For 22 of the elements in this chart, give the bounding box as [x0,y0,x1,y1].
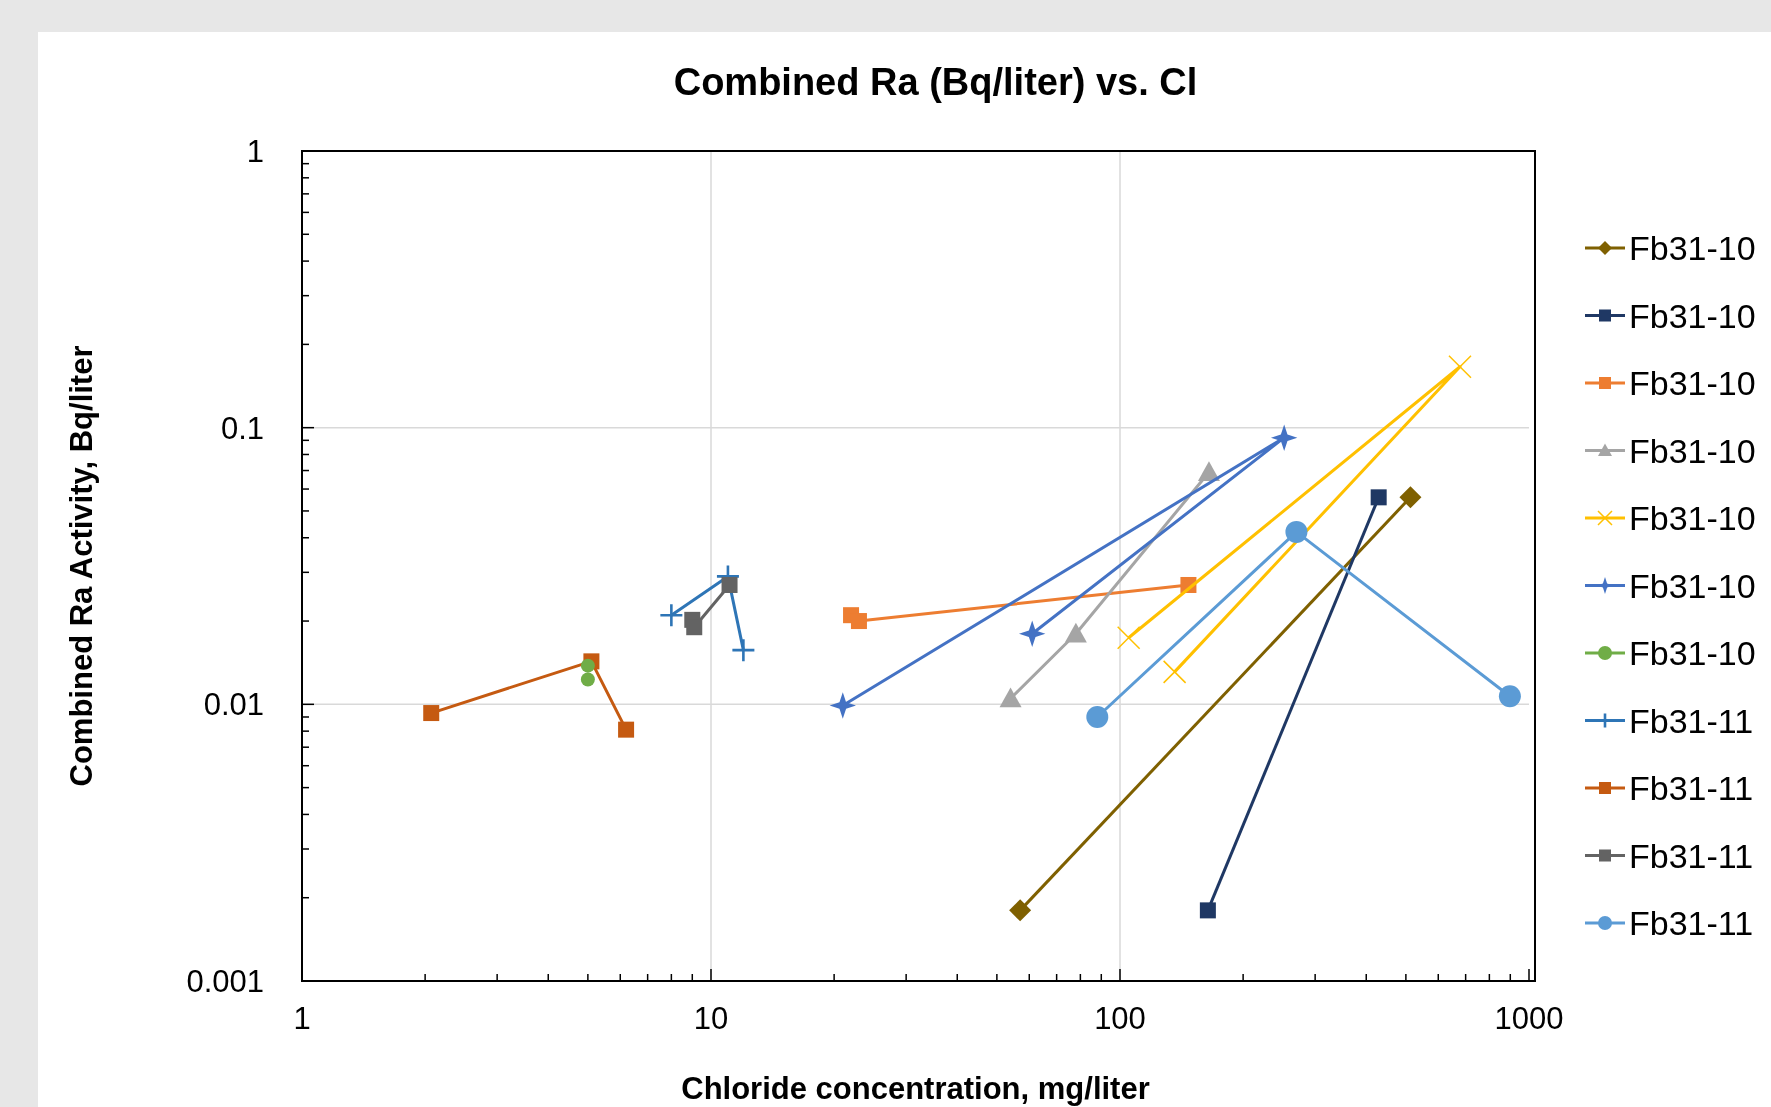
y-tick-label: 0.001 [186,964,264,999]
x-axis-title: Chloride concentration, mg/liter [681,1071,1150,1106]
legend-label: Fb31-10 [1629,364,1756,402]
x-tick-label: 1000 [1494,1001,1564,1036]
y-tick-label: 1 [246,134,264,169]
x-tick-label: 1 [293,1001,311,1036]
legend-label: Fb31-10 [1629,499,1756,537]
y-axis-title: Combined Ra Activity, Bq/liter [64,345,99,787]
legend-label: Fb31-10 [1629,634,1756,672]
x-tick-label: 100 [1094,1001,1146,1036]
legend-label: Fb31-10 [1629,229,1756,267]
legend-label: Fb31-11 [1629,904,1754,942]
legend-label: Fb31-10 [1629,431,1756,470]
y-tick-label: 0.01 [203,687,264,723]
legend-label: Fb31-11 [1629,701,1754,740]
legend-label: Fb31-10 [1629,296,1756,335]
legend-label: Fb31-11 [1629,836,1754,875]
y-tick-label: 0.1 [220,410,264,446]
chart-title: Combined Ra (Bq/liter) vs. Cl [673,61,1198,103]
x-tick-label: 10 [693,1001,729,1036]
legend-label: Fb31-11 [1629,769,1754,807]
legend-label: Fb31-10 [1629,566,1756,605]
